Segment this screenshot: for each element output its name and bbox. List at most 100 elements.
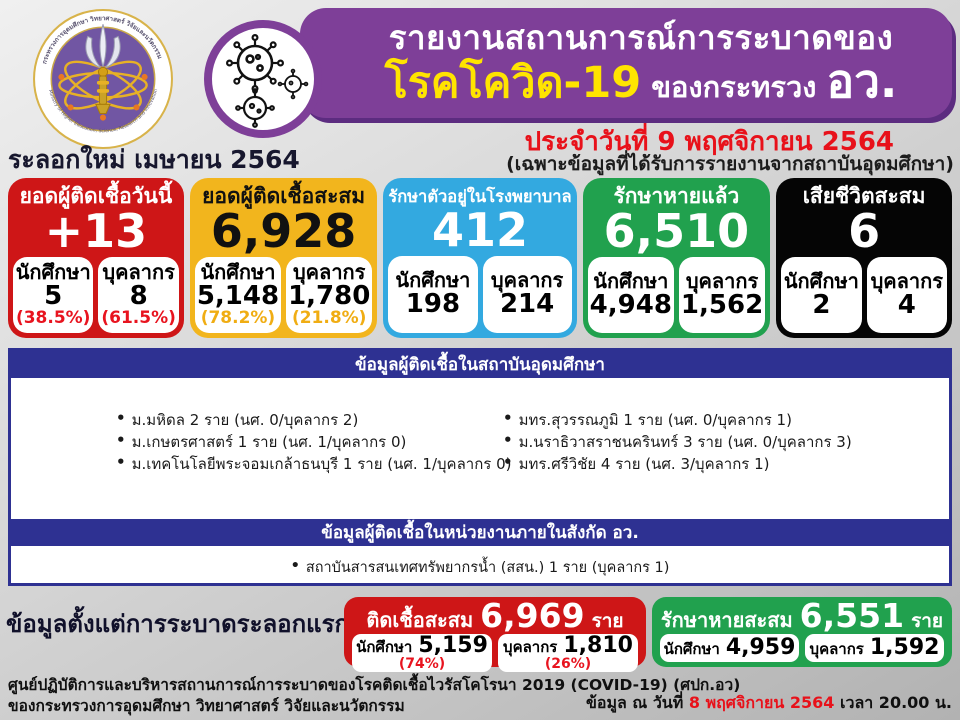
list-item: มทร.ศรีวิชัย 4 ราย (นศ. 3/บุคลากร 1) xyxy=(503,453,852,475)
atom-electrons xyxy=(58,73,148,121)
universities-list-right: มทร.สุวรรณภูมิ 1 ราย (นศ. 0/บุคลากร 1) ม… xyxy=(503,409,852,475)
staff-label: บุคลากร xyxy=(503,638,558,656)
staff-label: บุคลากร xyxy=(685,268,759,293)
students-box: นักศึกษา 198 xyxy=(388,255,478,333)
asof-time: เวลา 20.00 น. xyxy=(834,693,952,712)
summary-unit: ราย xyxy=(911,610,944,632)
footer-org-line2: ของกระทรวงการอุดมศึกษา วิทยาศาสตร์ วิจัย… xyxy=(8,697,405,715)
virus-icon xyxy=(204,20,322,138)
staff-percent: (21.8%) xyxy=(291,308,367,329)
title-banner: รายงานสถานการณ์การระบาดของ โรคโควิด-19 ข… xyxy=(300,8,952,118)
students-label: นักศึกษา xyxy=(200,260,276,284)
students-value: 4,948 xyxy=(589,289,672,320)
staff-box: บุคลากร 1,562 xyxy=(678,257,766,333)
card-new-cases-today: ยอดผู้ติดเชื้อวันนี้ +13 นักศึกษา 5 (38.… xyxy=(8,178,184,338)
students-value: 2 xyxy=(812,289,831,320)
students-box: นักศึกษา 4,959 xyxy=(660,634,799,662)
summary-title: รักษาหายสะสม xyxy=(660,608,793,632)
card-value: 6,510 xyxy=(603,204,750,259)
students-label: นักศึกษา xyxy=(15,260,91,284)
staff-label: บุคลากร xyxy=(870,268,944,293)
infection-detail-box: ข้อมูลผู้ติดเชื้อในสถาบันอุดมศึกษา ม.มหิ… xyxy=(8,348,952,586)
staff-value: 8 xyxy=(129,281,148,311)
students-label: นักศึกษา xyxy=(395,268,471,293)
universities-section-header: ข้อมูลผู้ติดเชื้อในสถาบันอุดมศึกษา xyxy=(11,351,949,378)
card-breakdown: นักศึกษา 4,948 บุคลากร 1,562 xyxy=(587,257,766,333)
first-wave-infected-box: ติดเชื้อสะสม 6,969 ราย นักศึกษา 5,159 (7… xyxy=(344,597,646,672)
staff-label: บุคลากร xyxy=(490,268,564,293)
card-cumulative-cases: ยอดผู้ติดเชื้อสะสม 6,928 นักศึกษา 5,148 … xyxy=(189,178,378,338)
summary-value: 6,551 xyxy=(799,596,905,635)
students-percent: (74%) xyxy=(398,656,446,672)
card-value: 6,928 xyxy=(210,204,357,259)
card-recovered: รักษาหายแล้ว 6,510 นักศึกษา 4,948 บุคลาก… xyxy=(582,178,771,338)
data-as-of: ข้อมูล ณ วันที่ 8 พฤศจิกายน 2564 เวลา 20… xyxy=(586,691,952,716)
students-value: 5 xyxy=(44,281,63,311)
report-date: ประจำวันที่ 9 พฤศจิกายน 2564 xyxy=(524,127,894,157)
card-value: 412 xyxy=(431,202,529,257)
staff-label: บุคลากร xyxy=(102,260,175,284)
staff-percent: (61.5%) xyxy=(101,308,176,329)
agencies-section-header: ข้อมูลผู้ติดเชื้อในหน่วยงานภายในสังกัด อ… xyxy=(11,519,949,546)
students-box: นักศึกษา 2 xyxy=(781,257,862,333)
trident-graphic xyxy=(85,24,121,114)
students-value: 4,959 xyxy=(725,635,796,660)
list-item: ม.เกษตรศาสตร์ 1 ราย (นศ. 1/บุคลากร 0) xyxy=(116,431,512,453)
card-value: +13 xyxy=(44,204,148,259)
students-label: นักศึกษา xyxy=(356,638,413,656)
ministry-seal-logo: กระทรวงการอุดมศึกษา วิทยาศาสตร์ วิจัยและ… xyxy=(33,9,173,149)
card-title: ยอดผู้ติดเชื้อสะสม xyxy=(202,184,366,208)
summary-head: ติดเชื้อสะสม 6,969 ราย xyxy=(352,599,638,632)
card-breakdown: นักศึกษา 198 บุคลากร 214 xyxy=(388,255,572,333)
staff-box: บุคลากร 1,592 xyxy=(805,634,944,662)
wave-label: ระลอกใหม่ เมษายน 2564 xyxy=(8,145,300,174)
list-item: ม.มหิดล 2 ราย (นศ. 0/บุคลากร 2) xyxy=(116,409,512,431)
students-label: นักศึกษา xyxy=(593,268,669,293)
first-wave-recovered-box: รักษาหายสะสม 6,551 ราย นักศึกษา 4,959 บุ… xyxy=(652,597,952,667)
list-item: สถาบันสารสนเทศทรัพยากรน้ำ (สสน.) 1 ราย (… xyxy=(291,560,670,576)
staff-value: 1,780 xyxy=(288,281,371,311)
students-box: นักศึกษา 5 (38.5%) xyxy=(13,257,94,333)
staff-value: 1,592 xyxy=(869,635,940,660)
students-label: นักศึกษา xyxy=(783,268,859,293)
staff-box: บุคลากร 8 (61.5%) xyxy=(98,257,179,333)
universities-list-left: ม.มหิดล 2 ราย (นศ. 0/บุคลากร 2) ม.เกษตรศ… xyxy=(116,409,512,475)
staff-box: บุคลากร 1,810 (26%) xyxy=(498,634,638,672)
list-item: ม.นราธิวาสราชนครินทร์ 3 ราย (นศ. 0/บุคลา… xyxy=(503,431,852,453)
students-percent: (38.5%) xyxy=(15,308,91,329)
card-title: เสียชีวิตสะสม xyxy=(802,184,926,208)
asof-prefix: ข้อมูล ณ วันที่ xyxy=(585,693,689,712)
agencies-list: สถาบันสารสนเทศทรัพยากรน้ำ (สสน.) 1 ราย (… xyxy=(11,557,949,579)
staff-value: 1,562 xyxy=(680,289,764,320)
card-breakdown: นักศึกษา 5,148 (78.2%) บุคลากร 1,780 (21… xyxy=(194,257,373,333)
summary-head: รักษาหายสะสม 6,551 ราย xyxy=(660,599,944,632)
staff-value: 214 xyxy=(499,289,555,320)
covid-19-highlight: โรคโควิด-19 xyxy=(384,57,642,108)
staff-box: บุคลากร 214 xyxy=(482,255,572,333)
staff-box: บุคลากร 4 xyxy=(866,257,948,333)
card-title: รักษาหายแล้ว xyxy=(613,184,740,208)
summary-title: ติดเชื้อสะสม xyxy=(366,608,474,632)
students-box: นักศึกษา 5,148 (78.2%) xyxy=(194,257,282,333)
report-title-line2: โรคโควิด-19 ของกระทรวง อว. xyxy=(384,56,898,108)
summary-breakdown: นักศึกษา 5,159 (74%) บุคลากร 1,810 (26%) xyxy=(352,634,638,672)
staff-label: บุคลากร xyxy=(809,640,864,658)
summary-value: 6,969 xyxy=(480,596,585,635)
students-label: นักศึกษา xyxy=(663,640,720,658)
students-box: นักศึกษา 4,948 xyxy=(587,257,674,333)
staff-box: บุคลากร 1,780 (21.8%) xyxy=(286,257,373,333)
list-item: มทร.สุวรรณภูมิ 1 ราย (นศ. 0/บุคลากร 1) xyxy=(503,409,852,431)
stat-cards-row: ยอดผู้ติดเชื้อวันนี้ +13 นักศึกษา 5 (38.… xyxy=(8,178,952,338)
students-value: 5,159 xyxy=(418,633,488,658)
card-in-hospital: รักษาตัวอยู่ในโรงพยาบาล 412 นักศึกษา 198… xyxy=(383,178,577,338)
card-deaths: เสียชีวิตสะสม 6 นักศึกษา 2 บุคลากร 4 xyxy=(776,178,952,338)
card-title: ยอดผู้ติดเชื้อวันนี้ xyxy=(19,184,173,208)
students-value: 5,148 xyxy=(196,281,280,311)
card-breakdown: นักศึกษา 5 (38.5%) บุคลากร 8 (61.5%) xyxy=(13,257,179,333)
staff-value: 4 xyxy=(897,289,916,320)
list-item: ม.เทคโนโลยีพระจอมเกล้าธนบุรี 1 ราย (นศ. … xyxy=(116,453,512,475)
summary-unit: ราย xyxy=(591,610,624,632)
students-box: นักศึกษา 5,159 (74%) xyxy=(352,634,492,672)
report-title-line1: รายงานสถานการณ์การระบาดของ xyxy=(388,18,894,58)
